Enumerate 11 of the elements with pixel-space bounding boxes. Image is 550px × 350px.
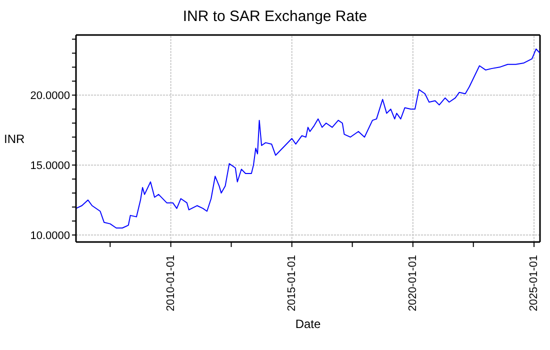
x-tick-label: 2025-01-01 bbox=[528, 255, 540, 312]
x-tick-label: 2015-01-01 bbox=[286, 255, 298, 312]
line-series bbox=[76, 48, 540, 229]
x-tick-label: 2010-01-01 bbox=[164, 255, 177, 312]
y-tick-label: 20.0000 bbox=[30, 90, 70, 102]
x-axis-title: Date bbox=[295, 317, 321, 331]
chart-title: INR to SAR Exchange Rate bbox=[182, 8, 368, 25]
y-tick-label: 10.0000 bbox=[30, 230, 70, 242]
y-tick-label: 15.0000 bbox=[30, 160, 70, 172]
x-tick-label: 2020-01-01 bbox=[406, 255, 419, 312]
y-axis-title: INR bbox=[4, 132, 25, 146]
